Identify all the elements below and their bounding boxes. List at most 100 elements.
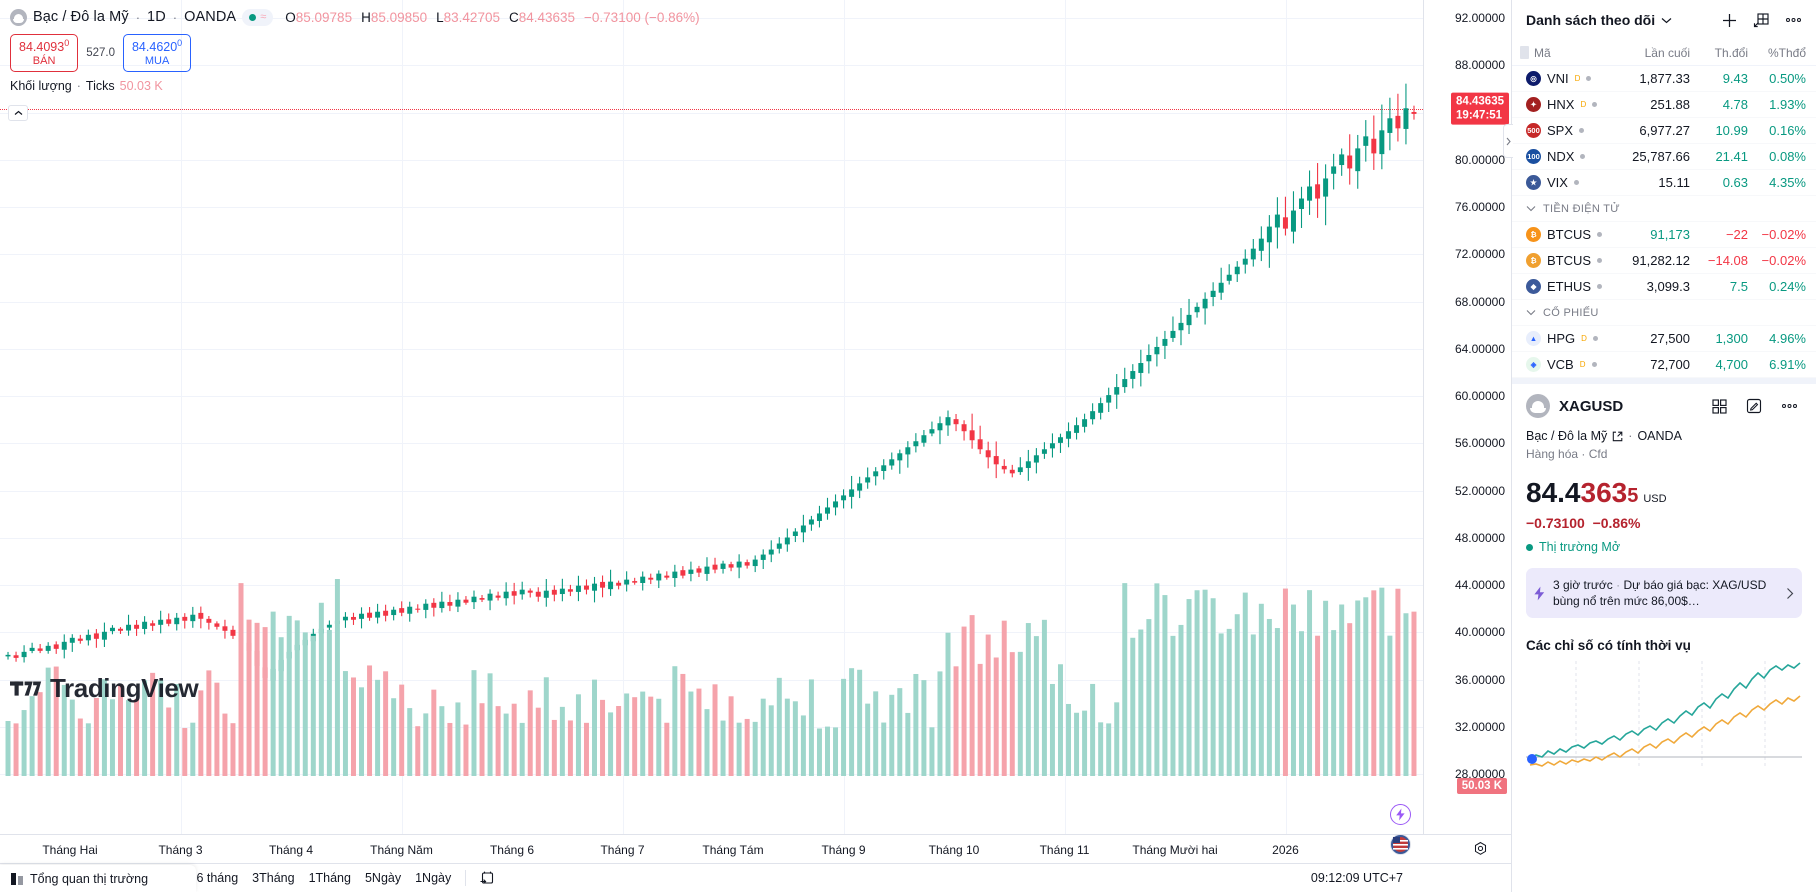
sell-quote-button[interactable]: 84.40930 BÁN <box>10 34 79 73</box>
sidebar-collapse-handle[interactable] <box>1503 124 1513 158</box>
col-last[interactable]: Lần cuối <box>1644 45 1690 60</box>
detail-market-status: Thị trường Mở <box>1526 540 1802 554</box>
collapse-legend-button[interactable] <box>8 105 28 121</box>
watchlist-symbol-cell: ₿ BTCUS <box>1526 253 1616 268</box>
watchlist-group-crypto[interactable]: TIỀN ĐIỆN TỬ <box>1512 196 1816 222</box>
goto-date-button[interactable] <box>474 865 500 891</box>
watchlist-row[interactable]: ◆ ETHUS 3,099.3 7.5 0.24% <box>1512 274 1816 300</box>
legend-sep-2: · <box>172 9 178 25</box>
grid-line <box>0 774 1423 775</box>
detail-more-button[interactable] <box>1776 393 1802 419</box>
detail-exchange[interactable]: OANDA <box>1637 429 1682 443</box>
symbol-detail-header: XAGUSD <box>1526 384 1802 428</box>
seasonality-chart[interactable] <box>1526 661 1802 781</box>
volume-legend[interactable]: Khối lượng · Ticks 50.03 K <box>10 79 700 93</box>
price-tick: 32.00000 <box>1454 719 1505 734</box>
watchlist-symbol-name: ETHUS <box>1547 279 1592 294</box>
watchlist-row[interactable]: ▲ HPG D 27,500 1,300 4.96% <box>1512 326 1816 352</box>
delayed-badge: D <box>1580 99 1587 109</box>
status-dot <box>1579 128 1585 133</box>
price-tick: 68.00000 <box>1454 294 1505 309</box>
hpg-icon: ▲ <box>1526 331 1541 346</box>
market-status-pill[interactable]: ≈ <box>242 8 274 26</box>
chart-canvas[interactable] <box>0 0 1423 834</box>
watchlist-title[interactable]: Danh sách theo dõi <box>1526 12 1656 28</box>
time-axis[interactable]: Tháng Hai Tháng 3 Tháng 4 Tháng Năm Tháng 6 T… <box>0 834 1511 863</box>
legend-title-row: Bạc / Đô la Mỹ · 1D · OANDA ≈ O85.09785 … <box>10 6 700 28</box>
time-tick: Tháng 3 <box>158 843 203 857</box>
add-symbol-button[interactable] <box>1716 7 1742 33</box>
grid-line <box>0 159 1423 161</box>
chevron-down-icon[interactable] <box>1661 17 1672 24</box>
axis-settings-gear-icon[interactable] <box>1472 841 1489 858</box>
watchlist-row[interactable]: ₿ BTCUS 91,173 −22 −0.02% <box>1512 222 1816 248</box>
watchlist-row[interactable]: ◈ VCB D 72,700 4,700 6.91% <box>1512 352 1816 378</box>
watchlist-change-pct: 0.50% <box>1769 71 1806 86</box>
watchlist-symbol-cell: ★ VIX <box>1526 175 1616 190</box>
symbol-detail-panel: XAGUSD <box>1512 378 1816 892</box>
watchlist-row[interactable]: 500 SPX 6,977.27 10.99 0.16% <box>1512 118 1816 144</box>
range-button-1tháng[interactable]: 1Tháng <box>308 871 351 885</box>
watchlist-layout-button[interactable] <box>1748 7 1774 33</box>
chevron-down-icon[interactable] <box>1526 309 1536 316</box>
us-flag-icon <box>1393 837 1408 852</box>
grid-expand-icon <box>1753 12 1769 27</box>
watchlist-row[interactable]: ◎ VNI D 1,877.33 9.43 0.50% <box>1512 66 1816 92</box>
watchlist-row[interactable]: ✦ HNX D 251.88 4.78 1.93% <box>1512 92 1816 118</box>
btc-alt-icon: ₿ <box>1526 253 1541 268</box>
detail-edit-button[interactable] <box>1741 393 1767 419</box>
volume-value: 50.03 K <box>119 79 163 94</box>
vix-flag-icon: ★ <box>1526 175 1541 190</box>
range-button-6-tháng[interactable]: 6 tháng <box>196 871 239 885</box>
delayed-badge: D <box>1574 73 1581 83</box>
legend-interval[interactable]: 1D <box>147 9 166 25</box>
watchlist-row[interactable]: 100 NDX 25,787.66 21.41 0.08% <box>1512 144 1816 170</box>
detail-widgets-button[interactable] <box>1706 393 1732 419</box>
grid-line <box>0 301 1423 303</box>
current-price-badge[interactable]: 84.43635 19:47:51 <box>1451 92 1509 125</box>
vertical-grid-line <box>622 0 624 834</box>
watchlist-more-button[interactable] <box>1780 7 1806 33</box>
range-button-3tháng[interactable]: 3Tháng <box>252 871 295 885</box>
watchlist-row[interactable]: ★ VIX 15.11 0.63 4.35% <box>1512 170 1816 196</box>
volume-badge[interactable]: 50.03 K <box>1456 778 1507 794</box>
market-open-dot <box>249 13 257 21</box>
watchlist-header: Danh sách theo dõi <box>1512 0 1816 40</box>
chevron-down-icon[interactable] <box>1526 205 1536 212</box>
legend-symbol-title[interactable]: Bạc / Đô la Mỹ <box>33 9 129 25</box>
legend-exchange[interactable]: OANDA <box>184 9 237 25</box>
hnx-icon: ✦ <box>1526 97 1541 112</box>
time-tick: Tháng 6 <box>489 843 535 857</box>
ohlc-change: −0.73100 (−0.86%) <box>584 9 700 25</box>
detail-ticker[interactable]: XAGUSD <box>1559 397 1624 415</box>
market-overview-tab[interactable]: Tổng quan thị trường <box>0 865 196 892</box>
chevron-right-icon[interactable] <box>1786 587 1794 600</box>
time-tick: Tháng 11 <box>1039 843 1090 857</box>
price-axis[interactable]: 92.0000088.0000084.0000080.0000076.00000… <box>1423 0 1511 834</box>
col-change[interactable]: Th.đổi <box>1714 45 1748 60</box>
chevron-up-icon <box>14 110 22 115</box>
watchlist-group-stocks[interactable]: CỔ PHIẾU <box>1512 300 1816 326</box>
price-tick: 52.00000 <box>1454 483 1505 498</box>
status-dot <box>1580 154 1586 159</box>
col-symbol[interactable]: Mã <box>1520 46 1616 60</box>
news-card[interactable]: 3 giờ trước · Dự báo giá bạc: XAG/USD bù… <box>1526 568 1802 619</box>
external-link-icon[interactable] <box>1612 431 1623 442</box>
tradingview-logo-icon <box>10 680 42 696</box>
us-flag-button[interactable] <box>1390 834 1411 855</box>
drag-handle-icon[interactable] <box>1520 46 1529 59</box>
eth-icon: ◆ <box>1526 279 1541 294</box>
watchlist-last-price: 1,877.33 <box>1639 71 1690 86</box>
market-status-label: Thị trường Mở <box>1539 540 1621 554</box>
range-button-1ngày[interactable]: 1Ngày <box>415 871 452 885</box>
news-flash-button[interactable] <box>1390 804 1411 825</box>
watchlist-row[interactable]: ₿ BTCUS 91,282.12 −14.08 −0.02% <box>1512 248 1816 274</box>
news-time: 3 giờ trước <box>1553 578 1613 592</box>
buy-quote-button[interactable]: 84.46200 MUA <box>122 34 192 73</box>
time-tick: Tháng Mười hai <box>1132 843 1218 857</box>
col-change-pct[interactable]: %Thđổ <box>1767 45 1806 60</box>
ohlc-values: O85.09785 H85.09850 L83.42705 C84.43635 … <box>285 10 699 25</box>
seasonality-title: Các chỉ số có tính thời vụ <box>1526 638 1691 654</box>
legend-quote-row: 84.40930 BÁN 527.0 84.46200 MUA <box>10 34 700 73</box>
range-button-5ngày[interactable]: 5Ngày <box>364 871 402 885</box>
